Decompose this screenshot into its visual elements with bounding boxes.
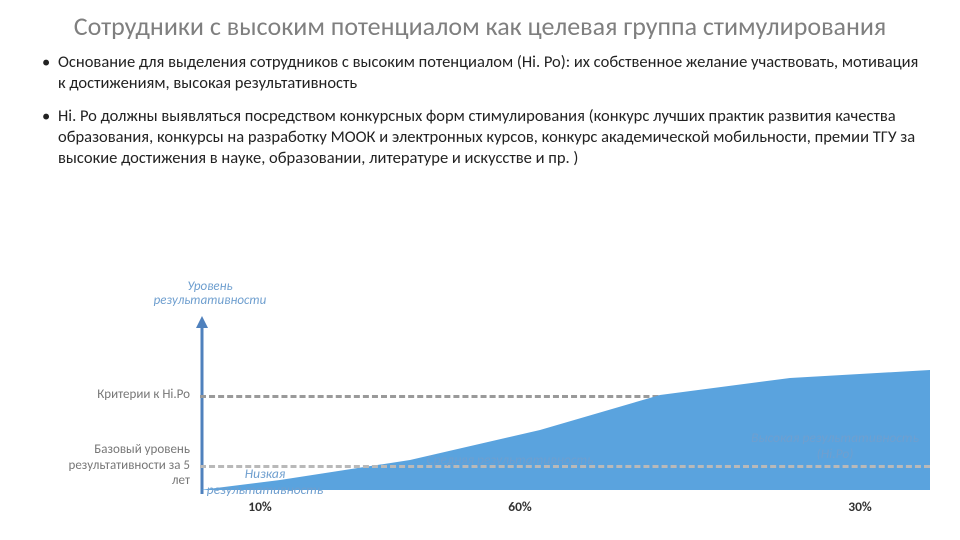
bullet-list: Основание для выделения сотрудников с вы…	[40, 52, 920, 170]
slide-title: Сотрудники с высоким потенциалом как цел…	[40, 12, 920, 42]
xtick-high: 30%	[830, 498, 890, 515]
base-threshold-label: Базовый уровень результативности за 5 ле…	[60, 442, 190, 489]
bullet-item: Основание для выделения сотрудников с вы…	[40, 52, 920, 94]
xtick-low: 10%	[230, 498, 290, 515]
region-label-low: Низкая результативность	[205, 466, 325, 497]
performance-area-chart: Уровень результативности Критерии к Hi.P…	[60, 280, 930, 532]
bullet-item: Hi. Po должны выявляться посредством кон…	[40, 106, 920, 169]
region-label-high: Высокая результативность (Hi.Po)	[740, 430, 930, 461]
region-label-mid: Средняя результативность	[420, 452, 600, 468]
xtick-mid: 60%	[490, 498, 550, 515]
